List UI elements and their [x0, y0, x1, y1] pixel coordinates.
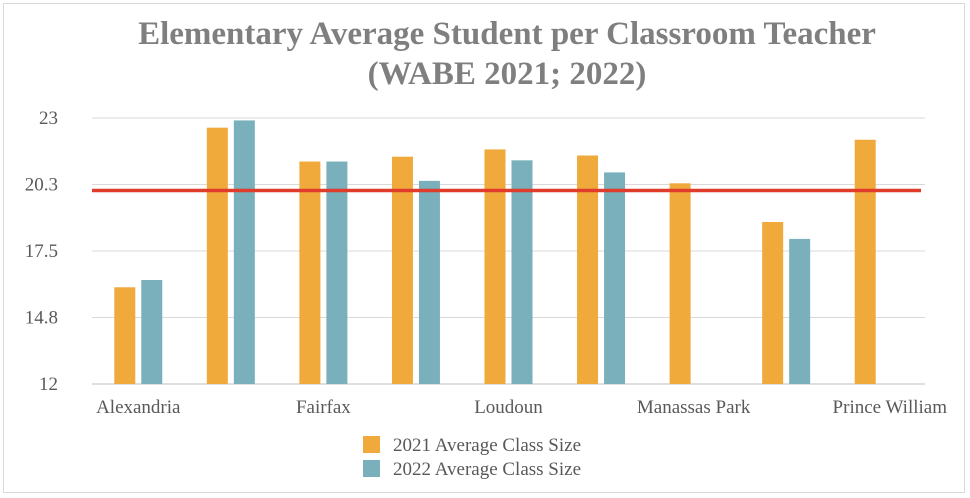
bar-series-1-4 [391, 156, 413, 384]
bar-series-2-3 [326, 161, 348, 384]
bar-series-1-9 [854, 139, 876, 384]
bar-series-2-8 [789, 238, 811, 384]
y-tick-label: 20.3 [25, 175, 58, 196]
x-axis-ticks: Alexandria Fairfax Loudoun Manassas Park Pri… [96, 397, 947, 418]
x-tick-label: Prince William [833, 397, 948, 418]
bar-series-1-6 [577, 155, 599, 384]
bar-series-1-5 [484, 149, 506, 384]
bar-series-2-4 [418, 180, 440, 384]
bar-series-2-2 [233, 120, 255, 384]
bar-series-1-3 [299, 161, 321, 384]
x-tick-label: Alexandria [96, 397, 181, 418]
legend: 2021 Average Class Size 2022 Average Clas… [363, 435, 581, 480]
y-tick-label: 23 [39, 108, 58, 129]
bar-series-1-8 [762, 221, 784, 384]
legend-swatch-2 [363, 460, 380, 477]
x-tick-label: Fairfax [296, 397, 351, 418]
bars [114, 120, 876, 384]
x-tick-label: Loudoun [474, 397, 543, 418]
chart-title-line1: Elementary Average Student per Classroom… [138, 16, 876, 52]
legend-swatch-1 [363, 436, 380, 453]
bar-series-1-7 [669, 183, 691, 384]
bar-series-2-5 [511, 160, 533, 384]
y-tick-label: 14.8 [25, 308, 58, 329]
chart-title: Elementary Average Student per Classroom… [0, 14, 970, 94]
gridlines [92, 117, 925, 385]
x-tick-label: Manassas Park [637, 397, 751, 418]
bar-series-2-1 [141, 280, 163, 384]
chart-title-line2: (WABE 2021; 2022) [367, 56, 647, 92]
legend-label-1: 2021 Average Class Size [393, 435, 581, 456]
y-axis-ticks: 23 20.3 17.5 14.8 12 [25, 108, 58, 395]
y-tick-label: 17.5 [25, 241, 58, 262]
bar-series-2-6 [604, 172, 626, 384]
legend-label-2: 2022 Average Class Size [393, 459, 581, 480]
bar-series-1-1 [114, 287, 136, 384]
y-tick-label: 12 [39, 374, 58, 395]
bar-series-1-2 [206, 127, 228, 384]
